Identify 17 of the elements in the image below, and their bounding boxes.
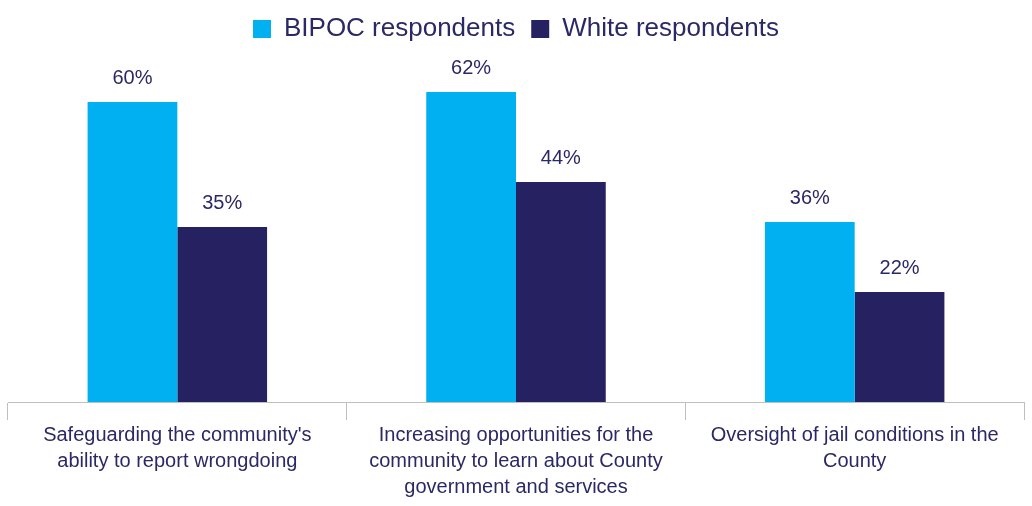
bar <box>177 227 268 402</box>
x-tick-label: Oversight of jail conditions in the County <box>710 422 999 471</box>
data-label: 22% <box>879 255 920 278</box>
x-tick-label: Safeguarding the community's ability to report wrongdoing <box>43 422 312 471</box>
bar <box>764 222 855 402</box>
data-label: 44% <box>540 145 582 168</box>
data-label: 62% <box>451 55 492 78</box>
bar <box>87 102 178 402</box>
bar <box>854 292 945 402</box>
data-label: 35% <box>202 190 243 213</box>
legend-label: White respondents <box>562 12 780 43</box>
x-tick-label: Increasing opportunities for the community to learn about County government and services <box>369 422 663 497</box>
data-label: 60% <box>112 65 153 88</box>
bar <box>516 182 606 402</box>
data-label: 36% <box>789 185 831 208</box>
legend-label: BIPOC respondents <box>283 12 516 43</box>
bar <box>426 92 516 402</box>
